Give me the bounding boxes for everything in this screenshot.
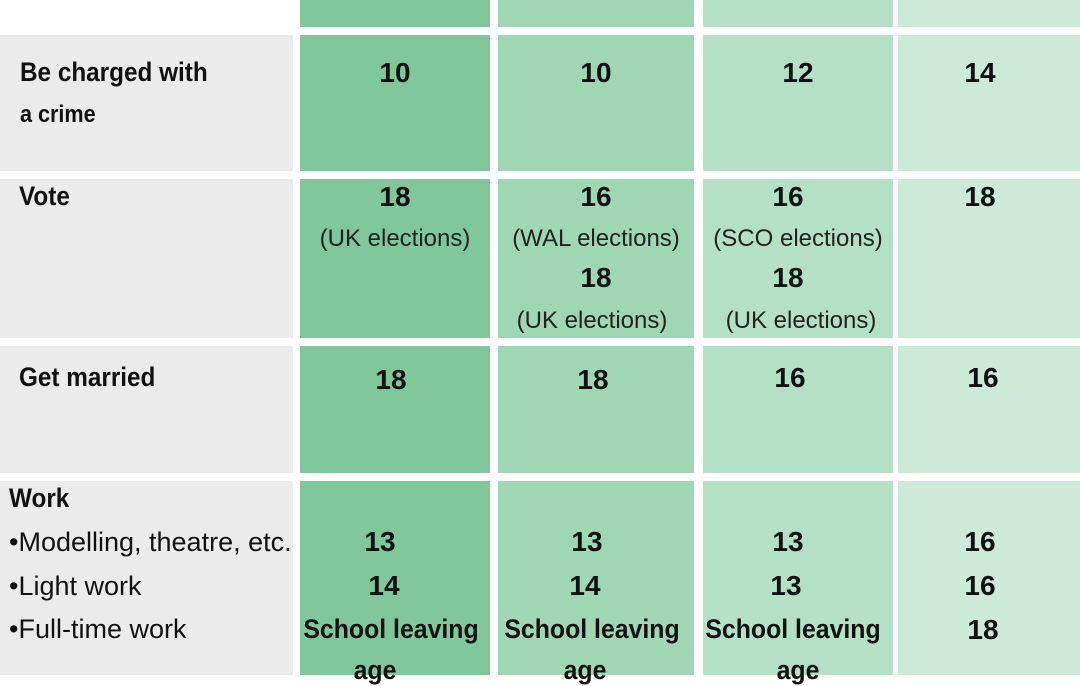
row-crime-value-2: 10 [580, 57, 612, 88]
row-crime-cell-4: 14 [898, 35, 1080, 171]
row-vote-c1-note: (UK elections) [319, 225, 471, 252]
row-married-label-cell: Get married [0, 346, 293, 473]
row-work-light-1: 14 [368, 570, 400, 601]
top-cell-4 [898, 0, 1080, 27]
row-married-cell-3: 16 [703, 346, 893, 473]
top-cell-2 [498, 0, 694, 27]
top-cell-1 [300, 0, 490, 27]
row-work-fulltime-2: School leaving [504, 614, 680, 644]
row-married-cell-2: 18 [498, 346, 694, 473]
row-vote-c3-age1: 16 [772, 181, 804, 212]
row-married-label: Get married [19, 362, 156, 392]
row-vote-c4-age: 18 [964, 181, 996, 212]
row-married-cell-1: 18 [300, 346, 490, 473]
row-vote-c2-note1: (WAL elections) [512, 225, 680, 252]
row-work-label-cell [0, 481, 293, 675]
row-married-cell-4: 16 [898, 346, 1080, 473]
row-vote-cell-1: 18 (UK elections) [300, 179, 490, 338]
row-married-value-2: 18 [577, 364, 609, 395]
row-work-label: Work [9, 483, 70, 513]
row-married-value-3: 16 [774, 362, 806, 393]
row-crime-value-3: 12 [782, 57, 814, 88]
row-work-fulltime-1: School leaving [303, 614, 479, 644]
row-work-modelling-2: 13 [571, 526, 603, 557]
row-vote-c3-age2: 18 [772, 262, 804, 293]
row-crime-cell-3: 12 [703, 35, 893, 171]
row-work-modelling-3: 13 [772, 526, 804, 557]
row-crime-cell-2: 10 [498, 35, 694, 171]
row-work-item-fulltime: •Full-time work [9, 614, 187, 644]
row-vote-c2-note2: (UK elections) [516, 307, 668, 334]
row-work-cell-4 [898, 481, 1080, 675]
row-work-cell-2 [498, 481, 694, 675]
row-vote-c2-age2: 18 [580, 262, 612, 293]
row-crime-label-cell: Be charged with a crime [0, 35, 293, 171]
row-work-light-3: 13 [770, 570, 802, 601]
row-crime-value-4: 14 [964, 57, 996, 88]
row-work-item-light: •Light work [9, 571, 142, 601]
row-work-fulltime-3: School leaving [705, 614, 881, 644]
row-vote-c2-age1: 16 [580, 181, 612, 212]
row-vote-cell-3: 16 (SCO elections) 18 (UK elections) [703, 179, 893, 338]
row-work-item-modelling: •Modelling, theatre, etc. [9, 527, 292, 557]
row-vote-cell-2: 16 (WAL elections) 18 (UK elections) [498, 179, 694, 338]
row-married-value-1: 18 [375, 364, 407, 395]
row-work-fulltime-cont-3: age [776, 655, 820, 685]
row-crime-cell-1: 10 [300, 35, 490, 171]
row-work-modelling-1: 13 [364, 526, 396, 557]
row-work-modelling-4: 16 [964, 526, 996, 557]
row-work-fulltime-4: 18 [967, 614, 999, 645]
top-cell-3 [703, 0, 893, 27]
row-work-fulltime-cont-1: age [353, 655, 397, 685]
row-work-cell-1 [300, 481, 490, 675]
row-crime-value-1: 10 [379, 57, 411, 88]
row-work-light-2: 14 [569, 570, 601, 601]
row-married-value-4: 16 [967, 362, 999, 393]
row-crime-label-line1: Be charged with [20, 57, 208, 87]
row-work-fulltime-cont-2: age [563, 655, 607, 685]
row-vote-cell-4: 18 [898, 179, 1080, 338]
row-work-cell-3 [703, 481, 893, 675]
row-crime-label-line2: a crime [20, 101, 96, 128]
row-vote-c3-note2: (UK elections) [725, 307, 877, 334]
row-work-light-4: 16 [964, 570, 996, 601]
row-vote-label-cell: Vote [0, 179, 293, 338]
row-vote-label: Vote [19, 181, 70, 211]
row-vote-c1-age: 18 [379, 181, 411, 212]
row-vote-c3-note1: (SCO elections) [713, 225, 883, 252]
